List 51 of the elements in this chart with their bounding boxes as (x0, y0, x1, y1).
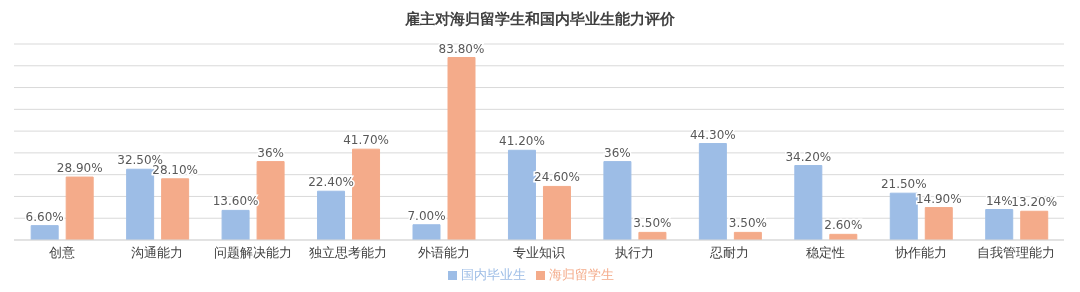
bar (638, 231, 667, 240)
bar (698, 143, 727, 240)
bar (985, 209, 1014, 240)
x-tick-label: 外语能力 (417, 245, 470, 261)
bar (221, 209, 250, 240)
bar (412, 224, 441, 240)
bar (603, 161, 632, 240)
data-label: 36% (604, 145, 631, 160)
x-tick-label: 沟通能力 (131, 245, 184, 261)
data-label: 44.30% (689, 127, 736, 142)
x-tick-label: 执行力 (614, 245, 654, 261)
bar (161, 178, 190, 240)
bar (352, 148, 381, 240)
bar (794, 165, 823, 240)
chart-title: 雇主对海归留学生和国内毕业生能力评价 (404, 9, 676, 30)
data-label: 14.90% (915, 191, 962, 206)
bar (65, 176, 94, 240)
x-tick-label: 自我管理能力 (977, 245, 1056, 261)
data-label: 3.50% (728, 216, 767, 231)
bar (256, 161, 285, 240)
data-label: 7.00% (407, 208, 446, 223)
bar (924, 207, 953, 240)
data-label: 36% (257, 145, 284, 160)
data-label: 3.50% (633, 216, 672, 231)
data-label: 13.20% (1011, 195, 1058, 210)
data-label: 6.60% (25, 209, 64, 224)
x-tick-label: 忍耐力 (709, 245, 750, 261)
bar (542, 185, 571, 240)
data-label: 83.80% (438, 41, 485, 56)
bar (1020, 210, 1049, 240)
bar (447, 57, 476, 240)
data-label: 41.20% (499, 134, 545, 149)
data-label: 21.50% (880, 177, 927, 192)
bar (126, 168, 155, 240)
bar (30, 225, 59, 240)
data-label: 34.20% (785, 149, 832, 164)
x-tick-label: 稳定性 (805, 245, 845, 261)
data-label: 28.90% (56, 161, 103, 176)
data-label: 2.60% (824, 218, 863, 233)
bar (507, 149, 536, 240)
bar (889, 192, 918, 240)
legend-label: 国内毕业生 (461, 267, 526, 282)
x-tick-label: 独立思考能力 (309, 245, 388, 261)
legend-label: 海归留学生 (549, 267, 614, 282)
data-label: 41.70% (343, 133, 389, 148)
x-tick-label: 问题解决能力 (213, 245, 292, 261)
x-tick-label: 创意 (48, 245, 75, 261)
data-label: 14% (985, 193, 1013, 208)
x-tick-label: 协作能力 (894, 245, 947, 261)
x-tick-label: 专业知识 (513, 245, 565, 261)
bar (317, 190, 346, 240)
